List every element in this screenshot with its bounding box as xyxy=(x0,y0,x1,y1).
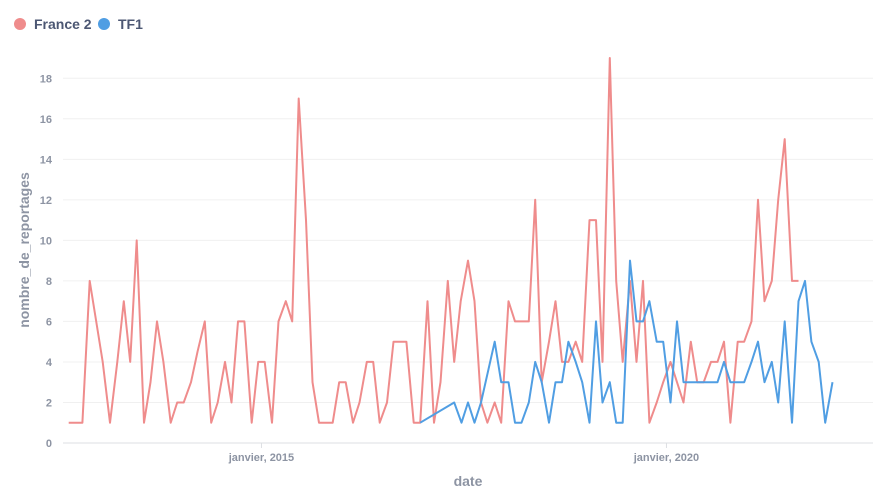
y-tick-label: 2 xyxy=(46,397,52,409)
x-axis-title: date xyxy=(454,473,483,489)
legend-item-france2[interactable]: France 2 xyxy=(14,16,92,32)
y-tick-label: 18 xyxy=(40,73,52,85)
x-tick-label: janvier, 2020 xyxy=(633,452,699,464)
gridlines xyxy=(63,77,873,403)
y-tick-label: 14 xyxy=(40,154,53,166)
legend-label-tf1: TF1 xyxy=(118,16,143,32)
y-tick-label: 4 xyxy=(46,357,53,369)
series-line-france2[interactable] xyxy=(68,57,799,424)
y-tick-label: 10 xyxy=(40,235,52,247)
x-tick-label: janvier, 2015 xyxy=(228,452,294,464)
y-tick-label: 0 xyxy=(46,438,52,450)
y-tick-label: 12 xyxy=(40,195,52,207)
legend: France 2 TF1 xyxy=(14,16,143,32)
y-axis-ticks: 0 2 4 6 8 10 12 14 16 18 xyxy=(40,73,53,450)
y-tick-label: 6 xyxy=(46,316,52,328)
legend-item-tf1[interactable]: TF1 xyxy=(98,16,143,32)
series-group xyxy=(68,57,834,424)
y-tick-label: 16 xyxy=(40,114,52,126)
y-axis-title: nombre_de_reportages xyxy=(16,172,32,328)
legend-dot-tf1 xyxy=(98,18,110,30)
series-line-tf1[interactable] xyxy=(419,259,834,424)
y-tick-label: 8 xyxy=(46,276,52,288)
legend-label-france2: France 2 xyxy=(34,16,92,32)
x-axis-ticks: janvier, 2015 janvier, 2020 xyxy=(228,443,699,464)
legend-dot-france2 xyxy=(14,18,26,30)
